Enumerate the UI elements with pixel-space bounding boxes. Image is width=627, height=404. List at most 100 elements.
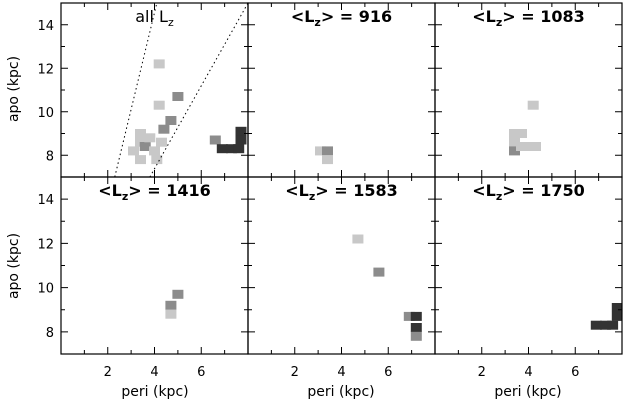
heatmap-cell (523, 142, 534, 151)
heatmap-cell (153, 100, 165, 110)
heatmap-cell (352, 234, 364, 244)
panel-content (165, 289, 184, 319)
heatmap-cell (509, 129, 520, 138)
heatmap-cell (216, 144, 228, 154)
heatmap-cell (172, 289, 184, 299)
heatmap-cell (165, 309, 177, 319)
heatmap-cell (209, 135, 221, 145)
heatmap-cell (144, 133, 156, 143)
heatmap-cell (600, 320, 612, 330)
heatmap-cell (410, 323, 422, 332)
heatmap-cell (151, 155, 163, 165)
heatmap-cell (509, 137, 520, 147)
panel-content (114, 3, 248, 177)
y-tick-label: 8 (46, 149, 54, 164)
panel-title-rest: > = 1750 (502, 181, 584, 200)
panel-title: all Lz (135, 7, 174, 29)
heatmap-cell (373, 267, 385, 277)
x-tick-label: 6 (384, 365, 392, 380)
heatmap-cell (527, 100, 539, 110)
y-tick-label: 12 (37, 237, 54, 252)
heatmap-cell (322, 146, 333, 156)
panel-6: 2 4 6 <Lz> = 1750 (434, 176, 623, 380)
y-axis-label-row1: apo (kpc) (6, 56, 22, 122)
panel-5: 2 4 6 <Lz> = 1583 (247, 176, 436, 380)
heatmap-cell (226, 144, 238, 154)
panel-title-rest: > = 1083 (502, 7, 584, 26)
panel-title-subscript: z (122, 190, 128, 203)
heatmap-cell (149, 146, 160, 156)
heatmap-cell (156, 137, 167, 147)
panel-title-rest: > = 1583 (315, 181, 397, 200)
panel-2: <Lz> = 916 (247, 2, 436, 178)
panel-title-main: <L (472, 181, 496, 200)
panel-content (352, 234, 422, 341)
panel-title: <Lz> = 1083 (472, 7, 585, 29)
x-axis-label-col1: peri (kpc) (121, 384, 188, 400)
panel-title-subscript: z (314, 16, 320, 29)
heatmap-cell (516, 129, 527, 138)
panel-title-subscript: z (496, 16, 502, 29)
x-tick-label: 2 (104, 365, 112, 380)
heatmap-cell (165, 300, 177, 310)
panel-title: <Lz> = 1750 (472, 181, 585, 203)
x-tick-label: 6 (571, 365, 579, 380)
heatmap-cell (135, 129, 146, 138)
dotted-diagonal-line (149, 3, 248, 177)
panel-title-subscript: z (168, 16, 174, 29)
heatmap-cell (530, 142, 541, 151)
heatmap-cell (158, 124, 170, 134)
heatmap-cell (135, 155, 146, 165)
y-tick-label: 12 (37, 62, 54, 77)
panel-3: <Lz> = 1083 (434, 2, 623, 178)
panel-frame (247, 176, 436, 355)
y-tick-label: 10 (37, 282, 54, 297)
heatmap-cell (410, 311, 422, 321)
panel-content (315, 146, 333, 165)
x-tick-label: 2 (478, 365, 486, 380)
y-tick-label: 14 (37, 19, 54, 34)
heatmap-cell (235, 126, 247, 136)
y-tick-label: 8 (46, 326, 54, 341)
heatmap-cell (315, 146, 326, 156)
panel-title-main: <L (291, 7, 315, 26)
panel-title: <Lz> = 1416 (98, 181, 211, 203)
panel-content (590, 303, 622, 330)
panel-title-subscript: z (496, 190, 502, 203)
heatmap-cell (172, 92, 184, 101)
heatmap-cell (611, 303, 622, 312)
heatmap-cell (590, 320, 602, 330)
x-axis-label-col3: peri (kpc) (494, 384, 561, 400)
heatmap-cell (139, 142, 151, 151)
heatmap-cell (410, 331, 422, 341)
panel-title: <Lz> = 1583 (285, 181, 398, 203)
heatmap-cell (611, 311, 622, 321)
panel-4: 2 4 6 8 10 12 14 <Lz> = 1416 (37, 176, 249, 380)
heatmap-cell (322, 155, 333, 165)
heatmap-cell (509, 146, 520, 156)
x-axis-label-col2: peri (kpc) (307, 384, 374, 400)
panel-title-main: all L (135, 7, 168, 26)
y-tick-label: 10 (37, 106, 54, 121)
panel-title-subscript: z (309, 190, 315, 203)
heatmap-cell (607, 320, 619, 330)
x-tick-label: 6 (197, 365, 205, 380)
x-tick-label: 4 (524, 365, 532, 380)
panel-title-main: <L (472, 7, 496, 26)
panel-frame (247, 2, 436, 178)
y-axis-label-row2: apo (kpc) (6, 233, 22, 299)
heatmap-cell (516, 142, 527, 151)
panel-title-rest: > = 1416 (128, 181, 210, 200)
heatmap-cell (153, 59, 165, 69)
x-tick-label: 4 (337, 365, 345, 380)
panel-content (509, 100, 541, 156)
heatmap-cell (403, 311, 415, 321)
dotted-diagonal-line (114, 3, 158, 177)
x-tick-label: 4 (150, 365, 158, 380)
x-tick-label: 2 (291, 365, 299, 380)
heatmap-cell (128, 146, 139, 156)
panel-frame (60, 176, 249, 355)
heatmap-cell (165, 116, 177, 125)
